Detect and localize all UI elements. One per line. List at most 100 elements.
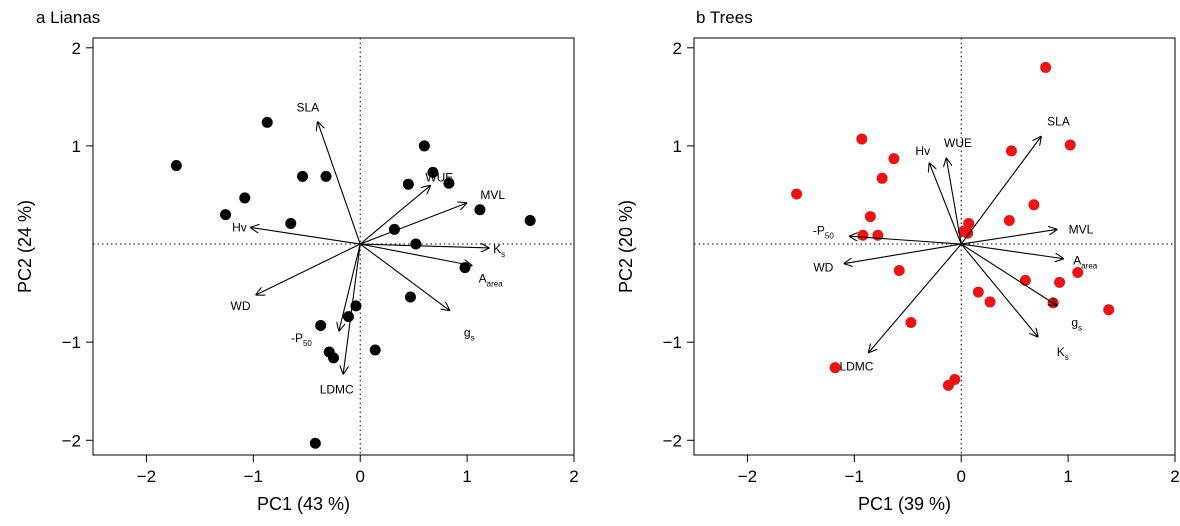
loading-arrow xyxy=(961,229,1057,245)
loading-label: LDMC xyxy=(320,382,354,396)
data-point xyxy=(1019,274,1031,286)
data-point xyxy=(297,170,309,182)
data-point xyxy=(942,379,954,391)
loading-label: Aarea xyxy=(1073,254,1098,271)
loading-label: Ks xyxy=(493,242,505,259)
x-tick-label: 0 xyxy=(355,467,364,486)
y-tick-label: 1 xyxy=(72,137,81,156)
loading-label-main: A xyxy=(1073,254,1081,268)
loading-label: Aarea xyxy=(479,271,504,288)
data-point xyxy=(984,296,996,308)
loading-label-main: LDMC xyxy=(320,382,354,396)
loading-label-subscript: area xyxy=(487,279,504,288)
panel-title: b Trees xyxy=(696,8,753,27)
data-point xyxy=(170,160,182,172)
loading-label: WUE xyxy=(944,136,972,150)
loading-arrow xyxy=(960,243,1057,306)
loading-label: Ks xyxy=(1057,345,1069,362)
x-tick-label: 1 xyxy=(462,467,471,486)
loading-label-main: K xyxy=(493,242,501,256)
loading-label-main: A xyxy=(479,271,487,285)
biplot-trees: −2 −1 0 1 2 −2 −1 1 2 PC1 (39 %) PC2 (20 %) SLA WUE H… xyxy=(616,37,1180,514)
loading-arrow xyxy=(929,163,962,245)
loading-arrow xyxy=(961,243,1064,259)
data-point xyxy=(872,229,884,241)
loading-label-main: Hv xyxy=(232,220,247,234)
loading-arrow xyxy=(844,243,962,264)
loading-arrow xyxy=(359,243,450,311)
loading-label-main: SLA xyxy=(1047,114,1070,128)
biplot-lianas: −2 −1 0 1 2 −2 −1 1 2 PC1 (43 %) PC2 (24 %) SLA WUE M… xyxy=(15,37,579,514)
loading-label-subscript: 50 xyxy=(825,231,834,240)
loading-label-main: g xyxy=(1071,316,1078,330)
data-point xyxy=(1103,304,1115,316)
loading-label: Hv xyxy=(232,220,247,234)
data-point xyxy=(957,225,969,237)
data-point xyxy=(963,217,975,229)
data-point xyxy=(905,317,917,329)
data-point xyxy=(220,209,232,221)
data-points xyxy=(170,116,536,449)
y-tick-label: −1 xyxy=(62,333,81,352)
loading-arrow xyxy=(360,243,472,266)
data-point xyxy=(856,133,868,145)
loading-label-main: K xyxy=(1057,345,1065,359)
loading-arrow xyxy=(360,203,467,245)
data-point xyxy=(1054,276,1066,288)
loading-label-main: WUE xyxy=(425,170,453,184)
loading-label: gs xyxy=(1071,316,1082,333)
loading-label-main: g xyxy=(464,325,471,339)
y-tick-label: −1 xyxy=(663,333,682,352)
data-point xyxy=(410,238,422,250)
loading-arrow xyxy=(359,185,431,245)
data-point xyxy=(1064,139,1076,151)
data-points xyxy=(791,61,1115,391)
y-tick-label: −2 xyxy=(663,431,682,450)
loading-label-subscript: s xyxy=(501,250,505,259)
data-point xyxy=(864,211,876,223)
loading-label: MVL xyxy=(1069,222,1094,236)
data-point xyxy=(972,286,984,298)
x-axis: −2 −1 0 1 2 xyxy=(738,454,1180,486)
x-tick-label: −1 xyxy=(845,467,864,486)
loading-label: WD xyxy=(813,261,833,275)
loading-arrow xyxy=(360,244,489,248)
data-point xyxy=(239,192,251,204)
loading-arrow xyxy=(343,243,361,374)
loading-label: SLA xyxy=(297,101,320,115)
x-tick-label: −2 xyxy=(137,467,156,486)
loading-label-main: LDMC xyxy=(839,360,873,374)
y-axis-title: PC2 (24 %) xyxy=(15,200,35,293)
data-point xyxy=(261,116,273,128)
y-axis: −2 −1 1 2 xyxy=(62,39,94,450)
x-axis-title: PC1 (43 %) xyxy=(257,494,350,514)
loading-label-main: WUE xyxy=(944,136,972,150)
loading-arrow xyxy=(946,158,962,245)
data-point xyxy=(418,140,430,152)
loading-label: SLA xyxy=(1047,114,1070,128)
x-axis-title: PC1 (39 %) xyxy=(858,494,951,514)
loading-arrow xyxy=(960,243,1038,337)
loading-arrow xyxy=(317,121,361,245)
data-point xyxy=(443,177,455,189)
y-tick-label: 2 xyxy=(673,39,682,58)
x-tick-label: 0 xyxy=(956,467,965,486)
data-point xyxy=(829,362,841,374)
loading-label-subscript: s xyxy=(471,333,475,342)
y-tick-label: 1 xyxy=(673,137,682,156)
loading-label-subscript: s xyxy=(1078,324,1082,333)
y-axis-title: PC2 (20 %) xyxy=(616,200,636,293)
x-tick-label: 1 xyxy=(1063,467,1072,486)
y-tick-label: 2 xyxy=(72,39,81,58)
data-point xyxy=(369,344,381,356)
loading-label-main: WD xyxy=(231,299,251,313)
loading-label-subscript: s xyxy=(1065,353,1069,362)
y-axis: −2 −1 1 2 xyxy=(663,39,695,450)
loading-label-subscript: area xyxy=(1081,262,1098,271)
data-point xyxy=(893,265,905,277)
loading-arrow xyxy=(339,243,361,331)
panel-lianas: a Lianas −2 −1 0 1 2 −2 −1 1 2 PC1 (43 %) PC2 (24 … xyxy=(15,8,579,514)
data-point xyxy=(876,172,888,184)
